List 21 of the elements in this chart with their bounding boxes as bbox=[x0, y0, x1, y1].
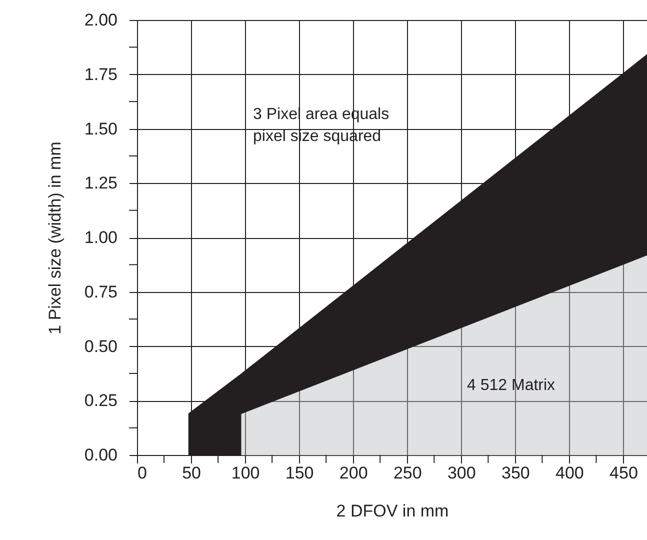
y-tick-label: 0.75 bbox=[84, 282, 118, 302]
y-tick-label: 0.25 bbox=[84, 391, 118, 410]
x-tick-label: 250 bbox=[393, 464, 422, 482]
y-tick-label: 1.50 bbox=[84, 119, 118, 138]
x-tick-label: 200 bbox=[339, 464, 368, 482]
y-tick-label: 1.25 bbox=[84, 174, 118, 193]
y-tick-label: 1.00 bbox=[84, 228, 118, 247]
x-tick-label: 450 bbox=[610, 464, 638, 482]
x-axis-title: 2 DFOV in mm bbox=[336, 502, 449, 520]
x-tick-label: 400 bbox=[556, 464, 584, 482]
x-tick-label: 0 bbox=[138, 464, 147, 482]
x-tick-label: 50 bbox=[182, 464, 201, 482]
y-tick-label: 2.00 bbox=[84, 10, 118, 30]
x-tick-label: 100 bbox=[231, 464, 260, 482]
x-tick-label: 300 bbox=[447, 464, 476, 482]
y-axis-title: 1 Pixel size (width) in mm bbox=[45, 142, 64, 334]
y-tick-label: 0.00 bbox=[84, 446, 118, 464]
x-tick-label: 350 bbox=[501, 464, 530, 482]
y-tick-label: 0.50 bbox=[84, 336, 118, 356]
y-tick-label: 1.75 bbox=[84, 64, 118, 84]
x-tick-label: 150 bbox=[285, 464, 314, 482]
